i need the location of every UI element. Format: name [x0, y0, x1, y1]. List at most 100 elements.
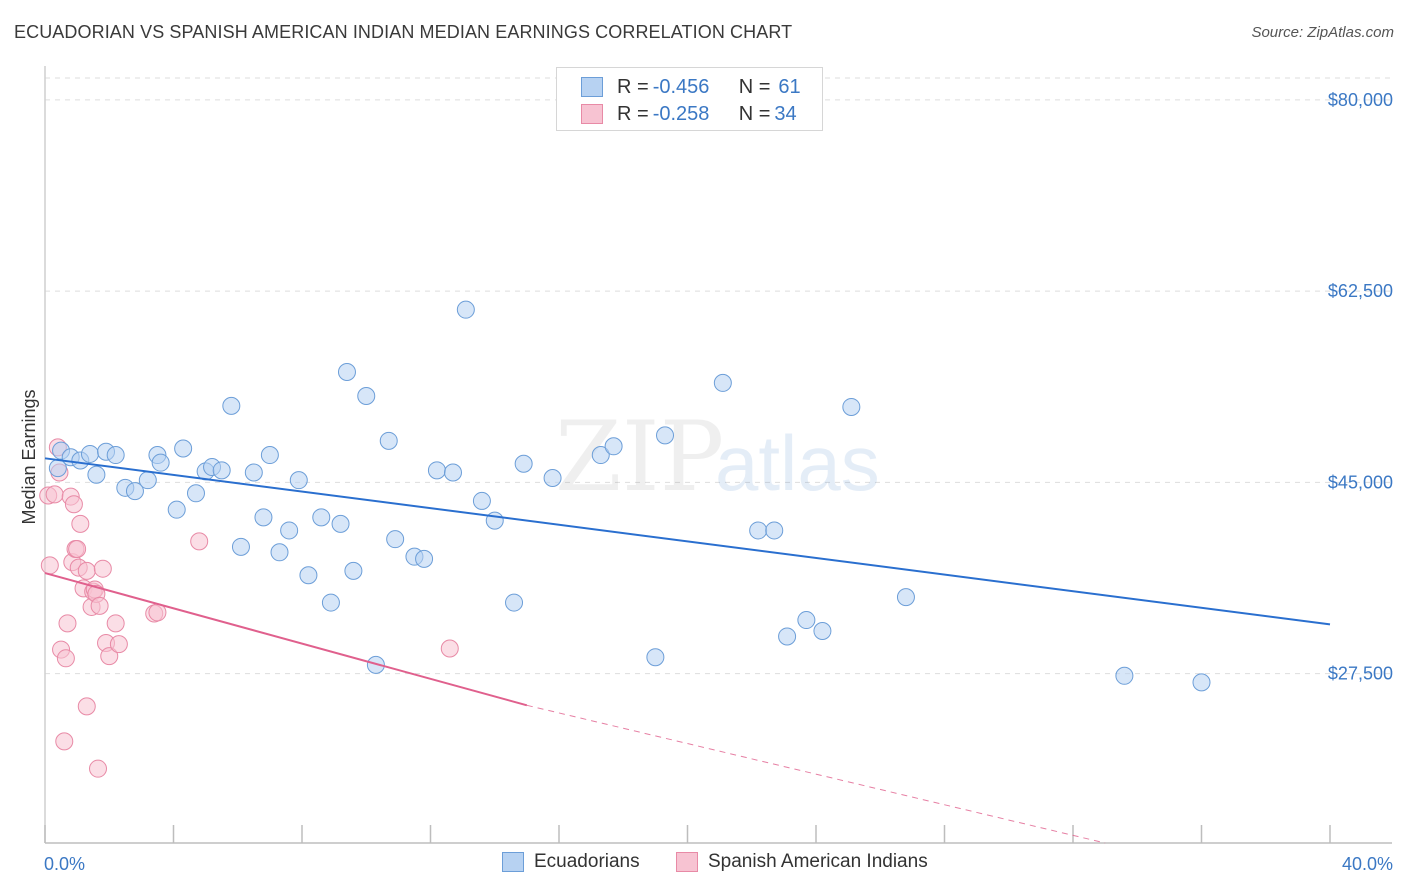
legend-swatch-blue	[581, 77, 603, 97]
spanish-american-indians-point	[68, 540, 87, 559]
ecuadorians-point	[222, 396, 241, 415]
trend-lines	[44, 457, 1331, 844]
ecuadorians-point	[244, 463, 263, 482]
correlation-legend: R = -0.456 N = 61 R = -0.258 N = 34	[556, 67, 823, 131]
ecuadorians-point	[280, 521, 299, 540]
y-tick-label: $62,500	[1328, 281, 1393, 301]
ecuadorians-point	[646, 648, 665, 667]
legend-row-ecuadorians: R = -0.456 N = 61	[581, 75, 801, 99]
ecuadorians-point	[87, 465, 106, 484]
x-tick-labels: 0.0% 40.0%	[44, 854, 1393, 874]
ecuadorians-point	[337, 362, 356, 381]
ecuadorians-point	[1192, 673, 1211, 692]
spanish-american-indians-point	[440, 639, 459, 658]
ecuadorians-point	[312, 508, 331, 527]
ecuadorians-point	[331, 514, 350, 533]
spanish-american-indians-point	[64, 495, 83, 514]
legend-swatch-ecuadorians	[502, 852, 524, 872]
y-tick-labels: $27,500 $45,000 $62,500 $80,000	[1328, 90, 1393, 684]
ecuadorians-trend-line	[44, 457, 1331, 626]
ecuadorians-point	[212, 461, 231, 480]
ecuadorians-point	[379, 431, 398, 450]
ecuadorians-point	[106, 446, 125, 465]
legend-n-value: 34	[774, 102, 797, 125]
spanish-american-indians-point	[89, 759, 108, 778]
spanish-american-indians-point	[71, 514, 90, 533]
spanish-american-indians-point	[55, 732, 74, 751]
spanish-american-indians-point	[93, 559, 112, 578]
ecuadorians-point	[505, 593, 524, 612]
legend-swatch-pink	[581, 104, 603, 124]
ecuadorians-point	[896, 588, 915, 607]
spanish-american-indians-points	[39, 438, 459, 778]
ecuadorians-point	[321, 593, 340, 612]
ecuadorians-point	[174, 439, 193, 458]
spanish-american-indians-point	[77, 697, 96, 716]
legend-item-ecuadorians: Ecuadorians	[502, 851, 640, 873]
ecuadorians-point	[344, 561, 363, 580]
legend-r-label: R =	[617, 102, 649, 125]
ecuadorians-point	[797, 611, 816, 630]
spanish-american-indians-point	[100, 647, 119, 666]
ecuadorians-point	[591, 446, 610, 465]
spanish-american-indians-point	[58, 614, 77, 633]
watermark: ZIP atlas	[555, 401, 880, 513]
ecuadorians-point	[443, 463, 462, 482]
ecuadorians-point	[151, 453, 170, 472]
ecuadorians-point	[260, 446, 279, 465]
axes	[44, 66, 1392, 844]
spanish-american-indians-point	[56, 649, 75, 668]
legend-r-value: -0.258	[652, 102, 710, 125]
ecuadorians-point	[289, 471, 308, 490]
y-tick-label: $80,000	[1328, 90, 1393, 110]
legend-row-spanish-american-indians: R = -0.258 N = 34	[581, 102, 797, 126]
y-axis-label: Median Earnings	[19, 389, 39, 524]
spanish-american-indians-point	[77, 561, 96, 580]
spanish-american-indians-point	[109, 635, 128, 654]
legend-r-label: R =	[617, 75, 649, 98]
ecuadorians-point	[125, 482, 144, 501]
legend-item-spanish-american-indians: Spanish American Indians	[676, 851, 928, 873]
ecuadorians-point	[1115, 666, 1134, 685]
ecuadorians-point	[842, 397, 861, 416]
legend-label-ecuadorians: Ecuadorians	[534, 851, 640, 872]
spanish-american-indians-trend-line	[44, 572, 528, 707]
ecuadorians-point	[415, 549, 434, 568]
legend-n-value: 61	[778, 75, 801, 98]
spanish-american-indians-point	[106, 614, 125, 633]
ecuadorians-point	[80, 444, 99, 463]
spanish-american-indians-point	[40, 556, 59, 575]
ecuadorians-point	[456, 300, 475, 319]
ecuadorians-point	[604, 437, 623, 456]
ecuadorians-point	[299, 566, 318, 585]
ecuadorians-point	[749, 521, 768, 540]
ecuadorians-point	[514, 454, 533, 473]
series-legend: Ecuadorians Spanish American Indians	[0, 851, 1406, 877]
y-tick-label: $27,500	[1328, 664, 1393, 684]
ecuadorians-point	[357, 387, 376, 406]
chart-title: ECUADORIAN VS SPANISH AMERICAN INDIAN ME…	[14, 22, 793, 42]
ecuadorians-point	[543, 468, 562, 487]
y-tick-label: $45,000	[1328, 472, 1393, 492]
ecuadorians-point	[186, 484, 205, 503]
ecuadorians-points	[48, 300, 1211, 692]
legend-n-label: N =	[738, 102, 771, 125]
ecuadorians-point	[472, 491, 491, 510]
spanish-american-indians-point	[190, 532, 209, 551]
x-tick-label-max: 40.0%	[1342, 854, 1393, 874]
legend-label-spanish-american-indians: Spanish American Indians	[708, 851, 928, 872]
ecuadorians-point	[713, 373, 732, 392]
ecuadorians-point	[386, 530, 405, 549]
source-label: Source: ZipAtlas.com	[1251, 24, 1394, 41]
ecuadorians-point	[231, 537, 250, 556]
ecuadorians-point	[138, 471, 157, 490]
ecuadorians-point	[270, 543, 289, 562]
ecuadorians-point	[254, 508, 273, 527]
ecuadorians-point	[765, 521, 784, 540]
legend-swatch-spanish-american-indians	[676, 852, 698, 872]
ecuadorians-point	[778, 627, 797, 646]
watermark-atlas: atlas	[715, 419, 880, 507]
spanish-american-indians-point	[45, 485, 64, 504]
ecuadorians-point	[167, 500, 186, 519]
